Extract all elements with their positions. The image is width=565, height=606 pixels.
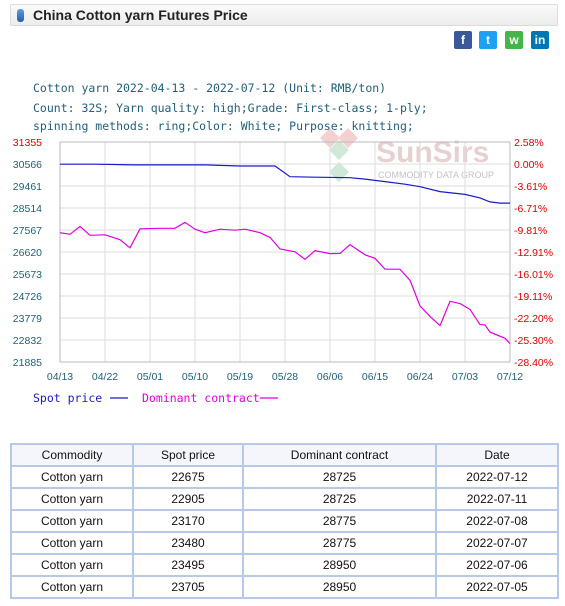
legend-spot-label: Spot price xyxy=(33,391,102,405)
x-tick-label: 05/01 xyxy=(137,371,163,383)
table-cell: Cotton yarn xyxy=(10,509,134,533)
x-tick-label: 05/28 xyxy=(272,371,298,383)
page-title: China Cotton yarn Futures Price xyxy=(33,7,248,23)
table-cell: 28950 xyxy=(242,553,437,577)
y-left-tick-label: 25673 xyxy=(13,269,42,281)
twitter-glyph: t xyxy=(486,33,490,47)
y-left-tick-label: 29461 xyxy=(13,181,42,193)
watermark-diamond xyxy=(338,128,358,148)
table-cell: 23705 xyxy=(132,575,244,599)
y-right-tick-label: -12.91% xyxy=(514,247,553,259)
table-cell: 28775 xyxy=(242,531,437,555)
column-header: Commodity xyxy=(10,443,134,467)
dominant-contract-line xyxy=(59,221,511,345)
spot-price-line xyxy=(60,163,510,204)
chart-title: Cotton yarn 2022-04-13 - 2022-07-12 (Uni… xyxy=(33,81,386,95)
x-tick-label: 04/22 xyxy=(92,371,118,383)
table-cell: Cotton yarn xyxy=(10,487,134,511)
table-row: Cotton yarn 23705 28950 2022-07-05 xyxy=(10,575,559,599)
twitter-icon[interactable]: t xyxy=(479,31,497,49)
watermark-diamond xyxy=(320,128,340,148)
linkedin-glyph: in xyxy=(534,33,546,47)
table-cell: 23495 xyxy=(132,553,244,577)
y-right-tick-label: -3.61% xyxy=(514,181,547,193)
table-cell: 28725 xyxy=(242,465,437,489)
x-tick-label: 06/15 xyxy=(362,371,388,383)
watermark-diamond xyxy=(329,140,349,160)
y-left-tick-label: 31355 xyxy=(13,137,42,149)
chart-subtitle-line: Count: 32S; Yarn quality: high;Grade: Fi… xyxy=(33,101,428,115)
y-left-tick-label: 30566 xyxy=(13,159,42,171)
table-cell: Cotton yarn xyxy=(10,465,134,489)
x-tick-label: 06/24 xyxy=(407,371,433,383)
table-cell: 22905 xyxy=(132,487,244,511)
linkedin-icon[interactable]: in xyxy=(531,31,549,49)
y-right-tick-label: -16.01% xyxy=(514,269,553,281)
watermark-tagline: COMMODITY DATA GROUP xyxy=(378,170,494,180)
table-cell: 2022-07-08 xyxy=(435,509,559,533)
y-right-tick-label: -9.81% xyxy=(514,225,547,237)
x-tick-label: 04/13 xyxy=(47,371,73,383)
column-header: Date xyxy=(435,443,559,467)
table-cell: 28725 xyxy=(242,487,437,511)
table-cell: 2022-07-07 xyxy=(435,531,559,555)
y-right-tick-label: -6.71% xyxy=(514,203,547,215)
table-header-row: Commodity Spot price Dominant contract Date xyxy=(10,443,559,467)
facebook-glyph: f xyxy=(461,33,465,47)
chart-subtitle-line: spinning methods: ring;Color: White; Pur… xyxy=(33,119,414,133)
y-right-tick-label: -28.40% xyxy=(514,357,553,369)
x-tick-label: 06/06 xyxy=(317,371,343,383)
y-left-tick-label: 28514 xyxy=(13,203,42,215)
table-row: Cotton yarn 23170 28775 2022-07-08 xyxy=(10,509,559,533)
x-tick-label: 07/03 xyxy=(452,371,478,383)
legend-dominant-label: Dominant contract xyxy=(142,391,260,405)
price-chart: SunSirs COMMODITY DATA GROUP Cotton yarn 2… xyxy=(0,70,565,420)
table-body: Cotton yarn 22675 28725 2022-07-12 Cotton ya… xyxy=(10,465,559,599)
wechat-glyph: w xyxy=(509,33,519,47)
table-cell: 28950 xyxy=(242,575,437,599)
y-right-tick-label: -19.11% xyxy=(514,291,552,303)
watermark-logo xyxy=(320,128,358,182)
table-cell: Cotton yarn xyxy=(10,531,134,555)
table-cell: Cotton yarn xyxy=(10,575,134,599)
y-right-tick-label: -25.30% xyxy=(514,335,553,347)
wechat-icon[interactable]: w xyxy=(505,31,523,49)
table-cell: Cotton yarn xyxy=(10,553,134,577)
table-cell: 22675 xyxy=(132,465,244,489)
table-row: Cotton yarn 22905 28725 2022-07-11 xyxy=(10,487,559,511)
table-cell: 2022-07-12 xyxy=(435,465,559,489)
table-cell: 2022-07-11 xyxy=(435,487,559,511)
table-cell: 2022-07-05 xyxy=(435,575,559,599)
y-left-tick-label: 24726 xyxy=(13,291,42,303)
table-row: Cotton yarn 23495 28950 2022-07-06 xyxy=(10,553,559,577)
plot-frame xyxy=(59,141,511,363)
table-cell: 23480 xyxy=(132,531,244,555)
y-left-tick-label: 22832 xyxy=(13,335,42,347)
x-tick-label: 05/19 xyxy=(227,371,253,383)
column-header: Dominant contract xyxy=(242,443,437,467)
title-marker-icon xyxy=(17,9,24,22)
y-right-tick-label: 0.00% xyxy=(514,159,544,171)
table-cell: 28775 xyxy=(242,509,437,533)
y-left-tick-label: 23779 xyxy=(13,313,42,325)
table-row: Cotton yarn 22675 28725 2022-07-12 xyxy=(10,465,559,489)
y-left-tick-label: 27567 xyxy=(13,225,42,237)
column-header: Spot price xyxy=(132,443,244,467)
y-right-tick-label: -22.20% xyxy=(514,313,553,325)
facebook-icon[interactable]: f xyxy=(454,31,472,49)
y-left-tick-label: 26620 xyxy=(13,247,42,259)
y-right-tick-label: 2.58% xyxy=(514,137,544,149)
watermark-diamond xyxy=(329,162,349,182)
price-table: Commodity Spot price Dominant contract Date… xyxy=(10,443,559,599)
table-cell: 23170 xyxy=(132,509,244,533)
page-header: China Cotton yarn Futures Price xyxy=(10,4,558,26)
table-row: Cotton yarn 23480 28775 2022-07-07 xyxy=(10,531,559,555)
table-cell: 2022-07-06 xyxy=(435,553,559,577)
x-tick-label: 07/12 xyxy=(497,371,523,383)
x-tick-label: 05/10 xyxy=(182,371,208,383)
y-left-tick-label: 21885 xyxy=(13,357,42,369)
